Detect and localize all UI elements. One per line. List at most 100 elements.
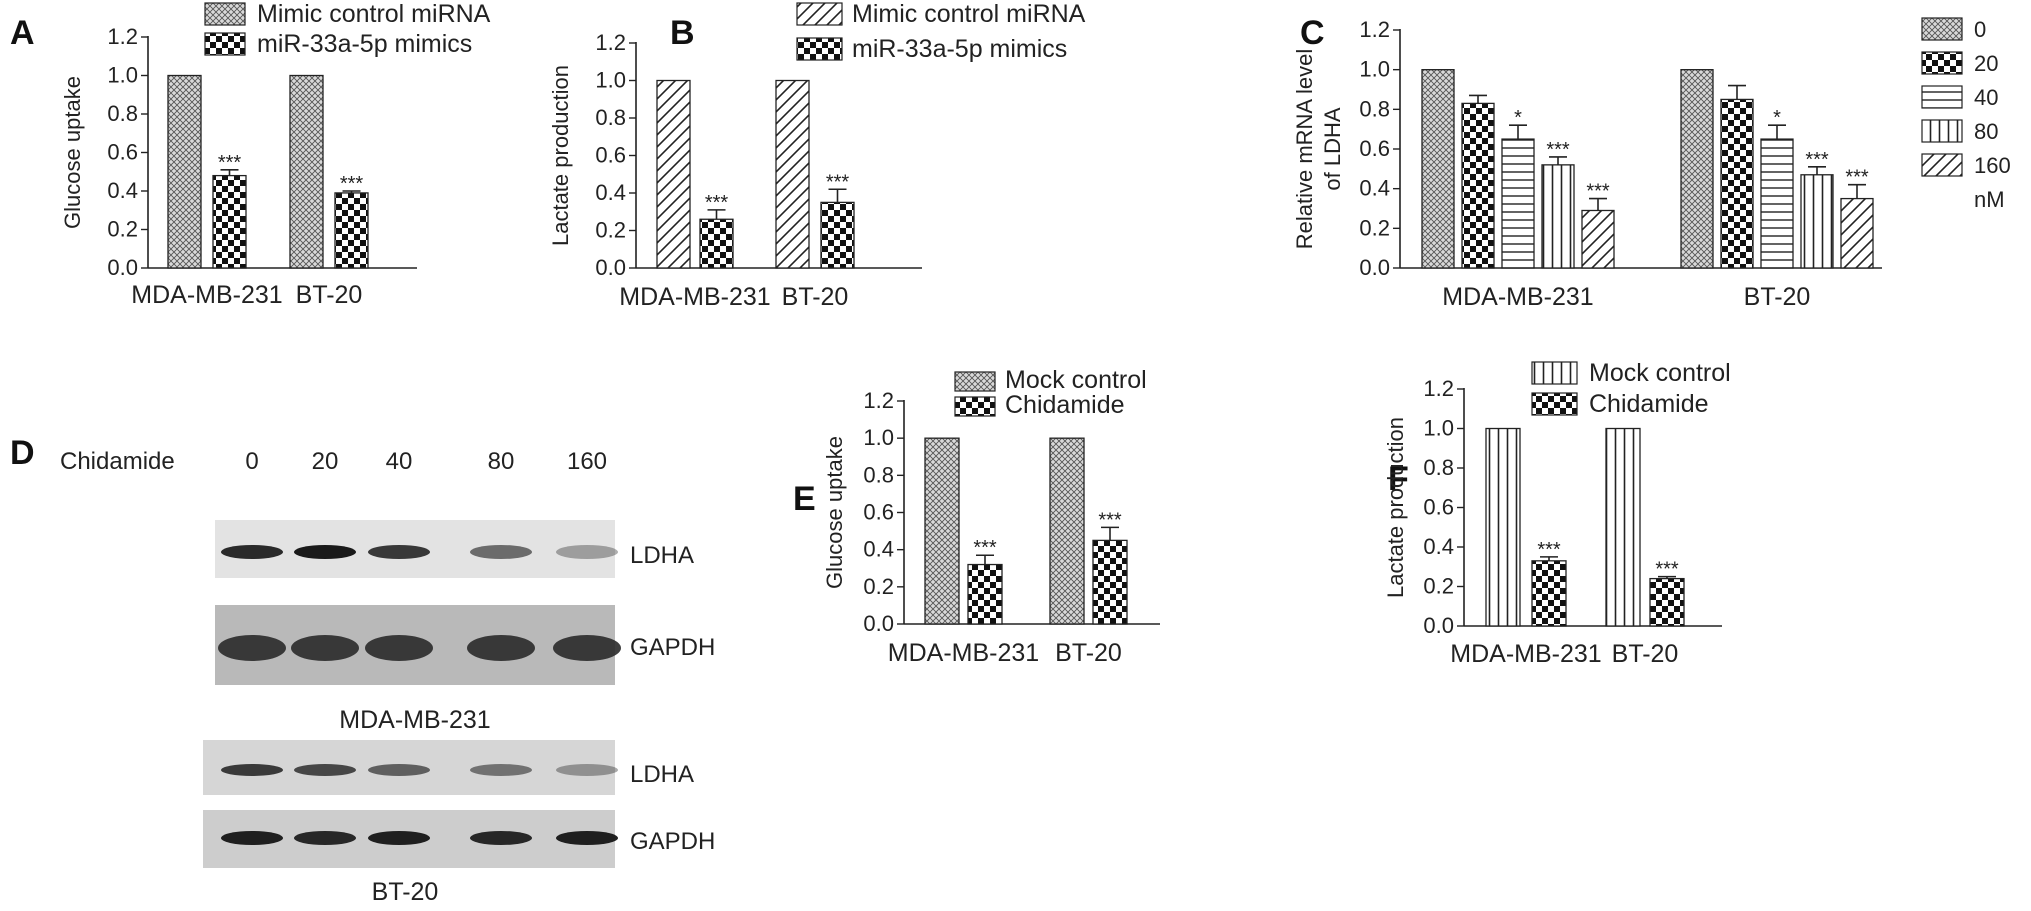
y-tick-label: 0.8: [1359, 96, 1390, 121]
concentration-label: 80: [488, 448, 515, 475]
legend-label: 80: [1974, 119, 1998, 144]
legend-label: Mock control: [1005, 366, 1147, 394]
significance-marker: ***: [1805, 149, 1829, 171]
bar: [1720, 98, 1754, 269]
y-tick-label: 0.0: [1423, 613, 1454, 638]
y-tick-label: 0.0: [1359, 255, 1390, 280]
significance-marker: ***: [340, 173, 364, 195]
category-label: MDA-MB-231: [619, 283, 770, 311]
legend-swatch: [204, 2, 246, 26]
legend-label: 0: [1974, 17, 1986, 42]
blot-band: [365, 635, 433, 661]
blot-band: [221, 545, 283, 559]
significance-marker: ***: [973, 537, 997, 559]
blot-band: [294, 831, 356, 845]
bar: [1092, 539, 1128, 625]
bar: [1581, 209, 1615, 269]
y-tick-label: 1.0: [1423, 416, 1454, 441]
category-label: MDA-MB-231: [1442, 283, 1593, 311]
legend-label: Chidamide: [1589, 390, 1709, 418]
significance-marker: ***: [1586, 181, 1610, 203]
legend-label: 160: [1974, 153, 2011, 178]
bar: [1680, 69, 1714, 269]
category-label: BT-20: [1055, 639, 1122, 667]
y-tick-label: 1.2: [1423, 376, 1454, 401]
bar: [775, 79, 810, 269]
category-label: BT-20: [1612, 640, 1679, 668]
significance-marker: ***: [1845, 167, 1869, 189]
panel-label-e: E: [793, 480, 816, 518]
significance-marker: *: [1773, 107, 1781, 129]
bar: [1485, 427, 1521, 627]
y-tick-label: 0.8: [1423, 455, 1454, 480]
blot-band: [556, 831, 618, 845]
y-tick-label: 0.0: [107, 255, 138, 280]
chart-c: C 0.0 0.2 0.4 0.6 0.8 1.0 1.2 Relative mRNA lev…: [1292, 14, 2011, 311]
y-tick-label: 0.4: [1423, 534, 1454, 559]
y-tick-label: 0.6: [1359, 136, 1390, 161]
bar: [1501, 138, 1535, 269]
y-tick-label: 0.0: [595, 255, 626, 280]
concentration-label: 40: [386, 448, 413, 475]
y-axis-label: Lactate production: [1383, 417, 1408, 598]
y-axis-label: Glucose uptake: [60, 76, 85, 229]
y-axis-label: Glucose uptake: [822, 436, 847, 589]
y-tick-label: 0.2: [1423, 574, 1454, 599]
chart-a: A 0.0 0.2 0.4 0.6 0.8 1.0 1.2 Glucose uptake ***…: [10, 0, 491, 309]
y-tick-label: 1.2: [863, 388, 894, 413]
panel-label-d: D: [10, 434, 35, 472]
legend-swatch: [954, 396, 996, 417]
y-tick-label: 1.2: [107, 24, 138, 49]
y-tick-label: 0.8: [863, 462, 894, 487]
cell-line-label: MDA-MB-231: [339, 706, 490, 734]
bar: [1531, 560, 1567, 627]
y-tick-label: 0.6: [863, 500, 894, 525]
bar: [820, 201, 855, 269]
band-label-ldha: LDHA: [630, 542, 694, 569]
y-tick-label: 0.8: [595, 105, 626, 130]
legend-swatch: [1921, 119, 1963, 143]
y-tick-label: 0.0: [863, 611, 894, 636]
chart-b: B 0.0 0.2 0.4 0.6 0.8 1.0 1.2 Lactate productio…: [548, 0, 1086, 311]
legend-label: Mimic control miRNA: [852, 0, 1086, 28]
y-tick-label: 0.6: [595, 143, 626, 168]
legend-swatch: [1921, 153, 1963, 177]
significance-marker: ***: [218, 152, 242, 174]
bar: [167, 74, 202, 269]
blot-band: [294, 764, 356, 776]
bar: [289, 74, 324, 269]
blot-band: [553, 635, 621, 661]
band-row-mda-gapdh: [218, 635, 621, 661]
blot-band: [291, 635, 359, 661]
legend-swatch: [1531, 361, 1578, 385]
bar: [1421, 69, 1455, 269]
bar: [1840, 197, 1874, 269]
blot-band: [556, 764, 618, 776]
blot-band: [470, 831, 532, 845]
band-row-bt20-ldha: [221, 764, 618, 776]
legend-swatch: [1921, 51, 1963, 75]
blot-band: [368, 545, 430, 559]
bar: [1541, 164, 1575, 269]
treatment-label: Chidamide: [60, 448, 175, 475]
blot-band: [221, 764, 283, 776]
bar: [334, 192, 369, 269]
bar: [656, 79, 691, 269]
band-label-gapdh: GAPDH: [630, 828, 715, 855]
legend-label: miR-33a-5p mimics: [852, 35, 1067, 63]
chart-e: E 0.0 0.2 0.4 0.6 0.8 1.0 1.2 Glucose uptake ***…: [793, 366, 1160, 667]
blot-band: [470, 545, 532, 559]
y-tick-label: 0.6: [1423, 495, 1454, 520]
bar: [1049, 437, 1085, 625]
significance-marker: ***: [1537, 539, 1561, 561]
legend-swatch: [1921, 85, 1963, 109]
y-tick-label: 0.4: [863, 537, 894, 562]
y-tick-label: 0.4: [1359, 176, 1390, 201]
bar: [699, 218, 734, 269]
y-tick-label: 0.2: [863, 574, 894, 599]
band-label-gapdh: GAPDH: [630, 634, 715, 661]
band-row-mda-ldha: [221, 545, 618, 559]
blot-band: [470, 764, 532, 776]
blot-band: [556, 545, 618, 559]
panel-label-b: B: [670, 14, 695, 52]
